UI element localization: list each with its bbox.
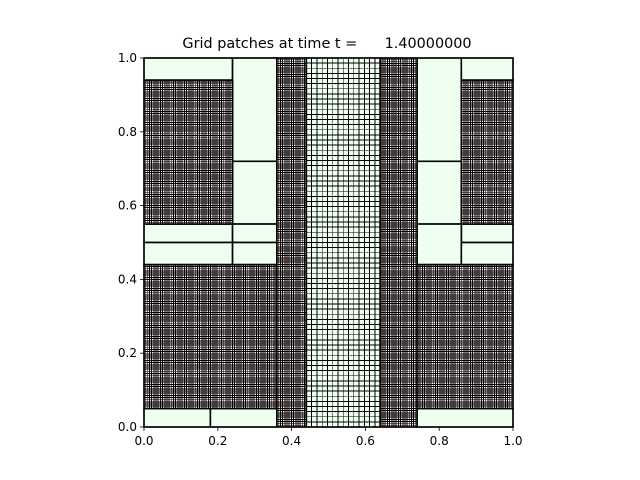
- x-tick-label: 0.8: [430, 434, 449, 448]
- grid-patch: [460, 79, 514, 225]
- grid-patch: [231, 57, 278, 163]
- y-tick-label: 0.2: [118, 346, 137, 360]
- grid-patch: [416, 407, 514, 428]
- x-tick-label: 0.4: [282, 434, 301, 448]
- y-tick-label: 0.4: [118, 272, 137, 286]
- patch-fill: [417, 224, 462, 265]
- patch-gridlines: [276, 58, 307, 427]
- grid-patch: [231, 223, 278, 244]
- grid-patch: [231, 241, 278, 266]
- patch-fill: [144, 58, 233, 81]
- patch-gridlines: [144, 264, 277, 409]
- patch-gridlines: [144, 80, 233, 225]
- patch-fill: [232, 58, 277, 162]
- patch-fill: [144, 408, 211, 427]
- x-tick-label: 0.6: [356, 434, 375, 448]
- grid-patch: [305, 57, 381, 428]
- grid-patch: [209, 407, 278, 428]
- patch-fill: [461, 58, 513, 81]
- patch-fill: [461, 224, 513, 243]
- y-tick-label: 0.0: [118, 420, 137, 434]
- patch-fill: [232, 224, 277, 243]
- x-tick-label: 0.0: [134, 434, 153, 448]
- patch-gridlines: [380, 58, 418, 427]
- grid-patch: [143, 241, 234, 266]
- grid-patch: [416, 160, 463, 225]
- patch-fill: [417, 408, 513, 427]
- y-axis: 0.0 0.2 0.4 0.6 0.8 1.0: [118, 51, 144, 434]
- grid-patch: [460, 241, 514, 266]
- grid-patch: [143, 57, 234, 81]
- patch-fill: [417, 161, 462, 225]
- grid-patch: [276, 57, 308, 428]
- grid-patch: [143, 223, 234, 244]
- grid-patch: [143, 263, 278, 410]
- patch-fill: [144, 242, 233, 265]
- grid-patch: [416, 223, 463, 266]
- grid-patch: [143, 79, 234, 225]
- patch-gridlines: [306, 58, 381, 427]
- patch-fill: [232, 161, 277, 225]
- patch-gridlines: [417, 264, 513, 409]
- axes-frame: [143, 57, 514, 428]
- patch-fill: [232, 242, 277, 265]
- grid-patch: [460, 223, 514, 244]
- x-axis: 0.0 0.2 0.4 0.6 0.8 1.0: [134, 427, 523, 448]
- grid-patch: [379, 57, 418, 428]
- grid-patch: [460, 57, 514, 81]
- patch-fill: [461, 242, 513, 265]
- patch-fill: [417, 58, 462, 162]
- grid-patch: [231, 160, 278, 225]
- grid-patch: [143, 407, 212, 428]
- chart-title: Grid patches at time t = 1.40000000: [182, 36, 471, 52]
- grid-patch: [416, 263, 514, 410]
- patch-fill: [210, 408, 277, 427]
- y-tick-label: 0.8: [118, 125, 137, 139]
- patch-layer: [143, 57, 514, 428]
- x-tick-label: 1.0: [503, 434, 522, 448]
- patch-fill: [144, 224, 233, 243]
- x-tick-label: 0.2: [208, 434, 227, 448]
- grid-patch: [416, 57, 463, 163]
- patch-gridlines: [461, 80, 513, 225]
- y-tick-label: 1.0: [118, 51, 137, 65]
- y-tick-label: 0.6: [118, 199, 137, 213]
